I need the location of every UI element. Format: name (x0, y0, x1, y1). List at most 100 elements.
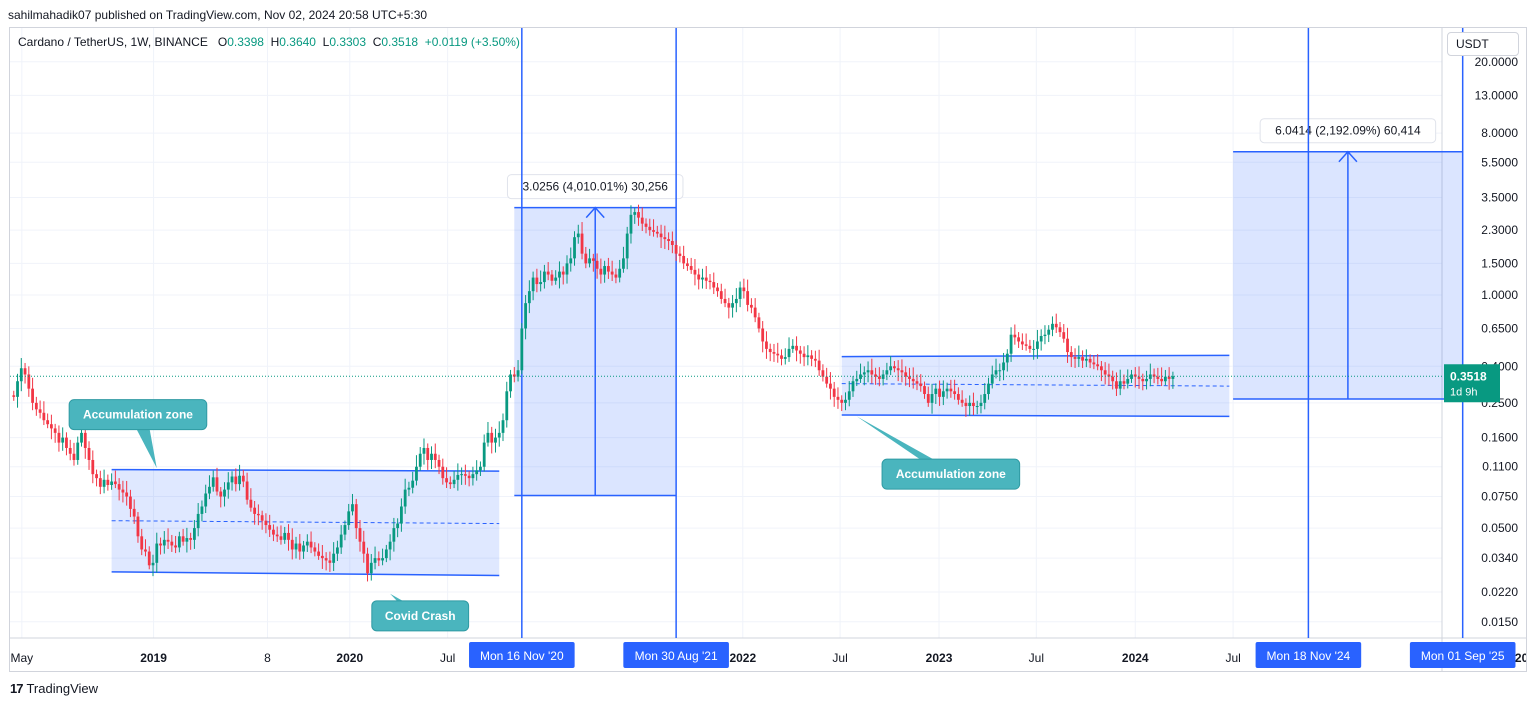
low-label: L (322, 35, 330, 49)
callout-box (68, 399, 208, 431)
candle-body (904, 372, 908, 377)
candle-body (129, 496, 132, 509)
date-marker-tag[interactable]: Mon 01 Sep '25 (1409, 642, 1516, 668)
channel-bottom-line[interactable] (841, 414, 1230, 418)
candle-body (113, 481, 117, 485)
channel-mid-line[interactable] (841, 383, 1230, 387)
callout-accumulation-zone[interactable]: Accumulation zone (856, 416, 1021, 490)
candle-body (185, 538, 189, 542)
candle-body (61, 437, 65, 443)
price-range-1[interactable]: 3.0256 (4,010.01%) 30,256 (506, 174, 684, 497)
candle-body (332, 553, 336, 563)
price-tick-label: 20.0000 (1475, 55, 1519, 69)
candle-body (181, 536, 185, 542)
price-tick-label: 0.1100 (1482, 460, 1518, 474)
high-label: H (270, 35, 280, 49)
candle-body (866, 370, 870, 373)
candle-body (689, 266, 693, 270)
channel-mid-line[interactable] (111, 520, 500, 525)
candle-body (783, 357, 787, 359)
candle-body (1099, 366, 1103, 371)
candle-body (76, 442, 80, 460)
candle-body (162, 539, 166, 546)
candle-body (1036, 341, 1039, 349)
candle-body (990, 374, 994, 384)
time-tick-label: Jul (1029, 651, 1044, 665)
candle-body (1122, 381, 1126, 384)
price-range-2[interactable]: 6.0414 (2,192.09%) 60,414 (1233, 118, 1463, 400)
symbol-name[interactable]: Cardano / TetherUS, 1W, BINANCE (18, 35, 208, 49)
candle-body (117, 484, 121, 490)
date-marker-tag[interactable]: Mon 30 Aug '21 (623, 642, 729, 668)
candle-body (953, 391, 957, 395)
currency-button[interactable]: USDT (1447, 32, 1519, 56)
candle-body (832, 388, 836, 397)
candle-body (565, 263, 569, 275)
price-tick-label: 5.5000 (1481, 155, 1518, 169)
candle-body (501, 420, 505, 433)
candle-body (670, 241, 674, 245)
date-marker-tag[interactable]: Mon 18 Nov '24 (1255, 642, 1362, 668)
channel-fill (111, 469, 500, 576)
candle-body (110, 481, 114, 485)
candle-body (87, 447, 91, 460)
candle-body (106, 479, 110, 485)
candle-body (716, 287, 719, 292)
candle-body (603, 266, 607, 275)
time-tick-label: May (10, 651, 33, 665)
candle-body (595, 260, 599, 269)
price-range-arrowhead (1338, 150, 1358, 163)
candle-body (343, 525, 347, 535)
candle-body (433, 453, 437, 460)
candle-body (972, 402, 975, 407)
price-chart[interactable]: 3.0256 (4,010.01%) 30,256 6.0414 (2,192.0… (10, 28, 1526, 671)
candle-body (418, 453, 422, 467)
candle-body (1024, 344, 1028, 346)
candle-body (234, 476, 238, 485)
callout-accumulation-zone[interactable]: Accumulation zone (68, 399, 208, 469)
candle-body (1062, 332, 1066, 339)
candle-body (780, 355, 783, 359)
candle-body (945, 388, 949, 392)
channel-top-line[interactable] (841, 354, 1230, 358)
candle-body (1002, 362, 1005, 371)
candle-body (204, 493, 208, 507)
candle-body (219, 491, 223, 497)
candle-body (1005, 353, 1009, 363)
callout-pointer (128, 414, 157, 469)
candle-body (290, 539, 294, 550)
candle-body (1137, 376, 1141, 379)
date-marker-label: Mon 18 Nov '24 (1267, 649, 1351, 663)
accumulation-channel[interactable] (841, 354, 1230, 418)
candle-body (618, 268, 622, 278)
date-marker-tag[interactable]: Mon 16 Nov '20 (469, 642, 575, 668)
open-label: O (217, 35, 228, 49)
candle-body (399, 506, 403, 524)
candle-body (987, 383, 990, 395)
candle-body (475, 470, 479, 475)
callout-covid-crash[interactable]: Covid Crash (371, 593, 470, 632)
candle-body (1047, 329, 1051, 335)
candle-body (256, 513, 260, 516)
channel-bottom-line[interactable] (111, 571, 500, 577)
candle-body (283, 532, 287, 540)
candle-body (358, 528, 362, 542)
candle-body (535, 277, 539, 285)
candle-body (554, 277, 558, 281)
candle-body (132, 508, 136, 517)
candle-body (151, 562, 155, 566)
candle-body (253, 507, 257, 514)
callout-pointer (856, 416, 960, 475)
candle-body (701, 277, 704, 280)
price-range-label-box (506, 174, 684, 200)
candle-body (896, 368, 900, 371)
date-marker-label: Mon 16 Nov '20 (480, 649, 564, 663)
close-label: C (372, 35, 382, 49)
candle-body (655, 231, 659, 234)
candle-body (324, 558, 328, 561)
candle-body (708, 280, 712, 283)
accumulation-channel[interactable] (111, 468, 500, 577)
candle-body (170, 541, 174, 546)
channel-fill (841, 355, 1230, 417)
channel-top-line[interactable] (111, 468, 500, 472)
